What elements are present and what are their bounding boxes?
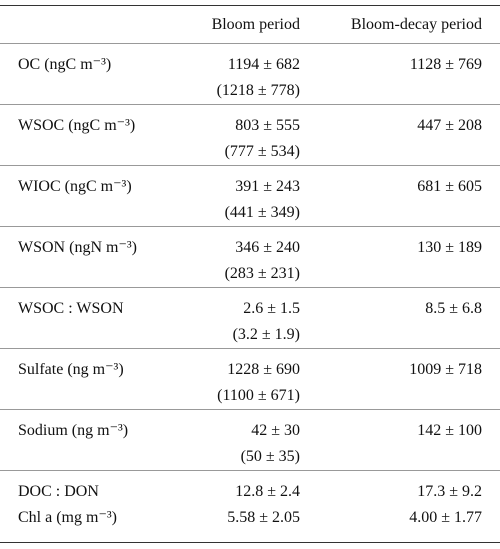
label-text: WSOC : WSON bbox=[18, 300, 124, 317]
table-row: WSON (ngN m⁻³) 346 ± 240 (283 ± 231) 130 ± … bbox=[0, 226, 500, 287]
bloom-text: 2.6 ± 1.5 bbox=[243, 300, 300, 317]
label-text: Sodium (ng m⁻³) bbox=[18, 422, 129, 439]
table-row: WSOC : WSON 2.6 ± 1.5 (3.2 ± 1.9) 8.5 ± 6.8 bbox=[0, 287, 500, 348]
bloom-text: (441 ± 349) bbox=[224, 204, 300, 221]
decay-text: 8.5 ± 6.8 bbox=[425, 300, 482, 317]
label-cell: WSOC (ngC m⁻³) bbox=[0, 113, 190, 165]
label-cell: WSOC : WSON bbox=[0, 296, 190, 348]
label-text: Sulfate (ng m⁻³) bbox=[18, 361, 124, 378]
bloom-text: 42 ± 30 bbox=[251, 422, 300, 439]
decay-cell: 8.5 ± 6.8 bbox=[300, 296, 482, 348]
label-text: DOC : DON bbox=[18, 483, 99, 500]
bloom-cell: 1194 ± 682 (1218 ± 778) bbox=[190, 52, 300, 104]
decay-cell: 447 ± 208 bbox=[300, 113, 482, 165]
bloom-text: 12.8 ± 2.4 bbox=[235, 483, 300, 500]
decay-text: 447 ± 208 bbox=[417, 117, 482, 134]
bloom-text: (1218 ± 778) bbox=[216, 82, 300, 99]
label-cell: OC (ngC m⁻³) bbox=[0, 52, 190, 104]
header-cell: Bloom period bbox=[211, 15, 300, 33]
decay-text: 681 ± 605 bbox=[417, 178, 482, 195]
bloom-text: 5.58 ± 2.05 bbox=[227, 509, 300, 526]
bloom-cell: 803 ± 555 (777 ± 534) bbox=[190, 113, 300, 165]
bloom-cell: 391 ± 243 (441 ± 349) bbox=[190, 174, 300, 226]
table-row: WSOC (ngC m⁻³) 803 ± 555 (777 ± 534) 447 ± … bbox=[0, 104, 500, 165]
bloom-text: (283 ± 231) bbox=[224, 265, 300, 282]
decay-cell: 681 ± 605 bbox=[300, 174, 482, 226]
bloom-text: 391 ± 243 bbox=[235, 178, 300, 195]
bloom-cell: 2.6 ± 1.5 (3.2 ± 1.9) bbox=[190, 296, 300, 348]
bloom-cell: 12.8 ± 2.4 5.58 ± 2.05 bbox=[190, 479, 300, 542]
bloom-text: 346 ± 240 bbox=[235, 239, 300, 256]
bloom-cell: 1228 ± 690 (1100 ± 671) bbox=[190, 357, 300, 409]
bloom-text: (1100 ± 671) bbox=[217, 387, 300, 404]
table: Bloom period Bloom-decay period OC (ngC … bbox=[0, 5, 500, 543]
label-cell: Sodium (ng m⁻³) bbox=[0, 418, 190, 470]
decay-cell: 17.3 ± 9.2 4.00 ± 1.77 bbox=[300, 479, 482, 542]
decay-text: 1128 ± 769 bbox=[409, 56, 482, 73]
bloom-text: (777 ± 534) bbox=[224, 143, 300, 160]
label-text: Chl a (mg m⁻³) bbox=[18, 509, 118, 526]
label-cell: WIOC (ngC m⁻³) bbox=[0, 174, 190, 226]
label-cell: DOC : DON Chl a (mg m⁻³) bbox=[0, 479, 190, 542]
label-text: WSOC (ngC m⁻³) bbox=[18, 117, 136, 134]
bloom-cell: 42 ± 30 (50 ± 35) bbox=[190, 418, 300, 470]
table-row: WIOC (ngC m⁻³) 391 ± 243 (441 ± 349) 681 ± … bbox=[0, 165, 500, 226]
label-text: WSON (ngN m⁻³) bbox=[18, 239, 138, 256]
header-cell: Bloom-decay period bbox=[350, 15, 482, 33]
decay-text: 17.3 ± 9.2 bbox=[417, 483, 482, 500]
table-row: Sodium (ng m⁻³) 42 ± 30 (50 ± 35) 142 ± 100 bbox=[0, 409, 500, 470]
label-text: OC (ngC m⁻³) bbox=[18, 56, 112, 73]
decay-cell: 142 ± 100 bbox=[300, 418, 482, 470]
bloom-text: 803 ± 555 bbox=[235, 117, 300, 134]
label-cell: WSON (ngN m⁻³) bbox=[0, 235, 190, 287]
bloom-text: (3.2 ± 1.9) bbox=[232, 326, 300, 343]
table-row: Sulfate (ng m⁻³) 1228 ± 690 (1100 ± 671) 10… bbox=[0, 348, 500, 409]
bloom-text: 1228 ± 690 bbox=[227, 361, 300, 378]
bloom-text: (50 ± 35) bbox=[240, 448, 300, 465]
table-row: DOC : DON Chl a (mg m⁻³) 12.8 ± 2.4 5.58 ± … bbox=[0, 470, 500, 542]
decay-cell: 1128 ± 769 bbox=[300, 52, 482, 104]
bloom-cell: 346 ± 240 (283 ± 231) bbox=[190, 235, 300, 287]
table-row: OC (ngC m⁻³) 1194 ± 682 (1218 ± 778) 1128 ±… bbox=[0, 43, 500, 104]
decay-text: 4.00 ± 1.77 bbox=[409, 509, 482, 526]
header-row: Bloom period Bloom-decay period bbox=[0, 6, 500, 43]
decay-text: 142 ± 100 bbox=[417, 422, 482, 439]
label-text: WIOC (ngC m⁻³) bbox=[18, 178, 132, 195]
decay-text: 1009 ± 718 bbox=[409, 361, 482, 378]
decay-text: 130 ± 189 bbox=[417, 239, 482, 256]
bloom-text: 1194 ± 682 bbox=[227, 56, 300, 73]
label-cell: Sulfate (ng m⁻³) bbox=[0, 357, 190, 409]
decay-cell: 1009 ± 718 bbox=[300, 357, 482, 409]
decay-cell: 130 ± 189 bbox=[300, 235, 482, 287]
